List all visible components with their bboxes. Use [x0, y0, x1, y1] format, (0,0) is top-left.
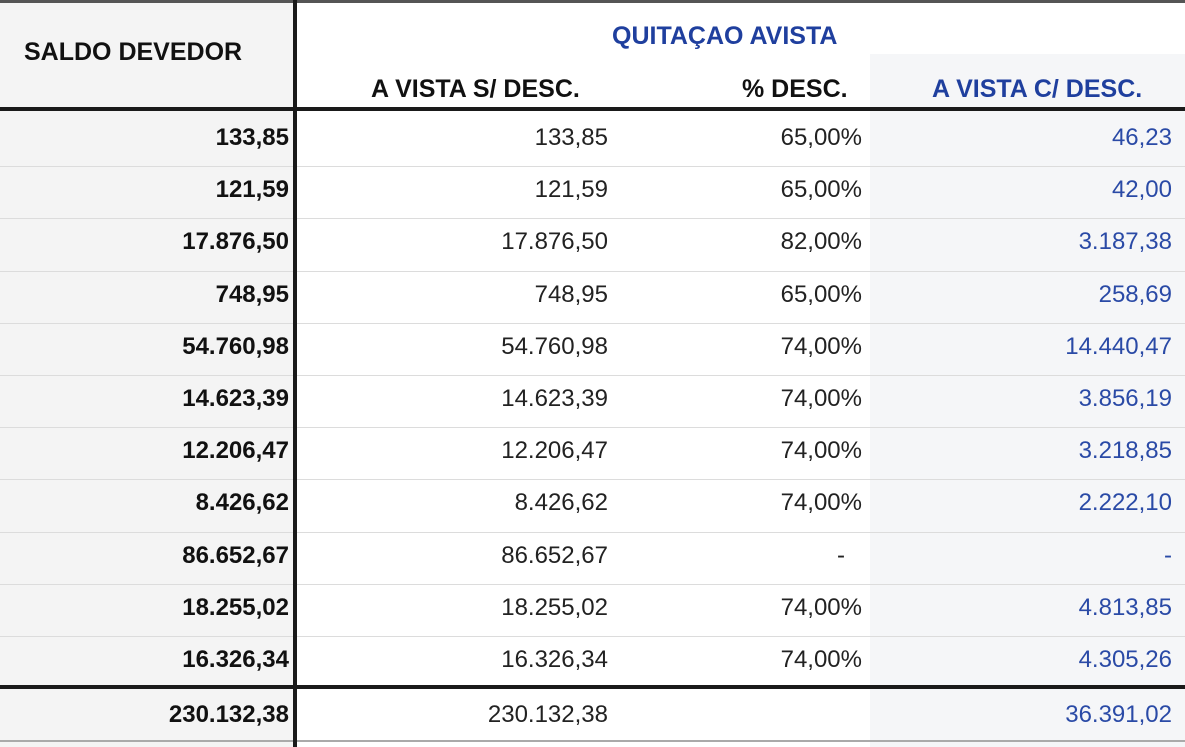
a-vista-com-desc-cell: 4.813,85 [1078, 593, 1172, 621]
row-separator [0, 166, 1185, 167]
discounted-column-background [870, 54, 1185, 747]
column-divider [293, 0, 297, 747]
header-a-vista-com-desc: A VISTA C/ DESC. [932, 75, 1143, 103]
a-vista-com-desc-cell: 3.856,19 [1078, 385, 1172, 412]
header-divider [0, 107, 1185, 111]
saldo-cell: 54.760,98 [182, 332, 289, 360]
a-vista-sem-desc-cell: 748,95 [534, 280, 608, 308]
header-pct-desc: % DESC. [742, 75, 848, 103]
pct-desc-cell: 65,00% [780, 280, 862, 308]
pct-desc-cell: 74,00% [780, 385, 862, 412]
a-vista-sem-desc-cell: 54.760,98 [501, 332, 608, 360]
pct-desc-cell: 74,00% [780, 332, 862, 360]
pct-desc-cell: 65,00% [780, 124, 862, 151]
saldo-cell: 8.426,62 [195, 489, 289, 517]
saldo-cell: 17.876,50 [182, 228, 289, 256]
row-separator [0, 218, 1185, 219]
row-separator [0, 427, 1185, 428]
row-separator [0, 323, 1185, 324]
a-vista-com-desc-cell: 14.440,47 [1065, 332, 1172, 360]
row-separator [0, 271, 1185, 272]
header-saldo-devedor: SALDO DEVEDOR [24, 38, 243, 66]
saldo-cell: 86.652,67 [182, 541, 289, 569]
a-vista-sem-desc-cell: 18.255,02 [501, 593, 608, 621]
pct-desc-cell: - [837, 541, 845, 569]
pct-desc-cell: 74,00% [780, 593, 862, 621]
a-vista-sem-desc-cell: 133,85 [534, 124, 608, 151]
saldo-cell: 121,59 [215, 176, 289, 204]
row-separator [0, 532, 1185, 533]
pct-desc-cell: 82,00% [780, 228, 862, 256]
row-separator [0, 479, 1185, 480]
a-vista-sem-desc-cell: 121,59 [534, 176, 608, 204]
total-divider [0, 685, 1185, 689]
a-vista-sem-desc-cell: 12.206,47 [501, 437, 608, 465]
a-vista-sem-desc-cell: 16.326,34 [501, 646, 608, 673]
saldo-column-background [0, 0, 293, 747]
a-vista-sem-desc-cell: 8.426,62 [514, 489, 608, 517]
a-vista-com-desc-cell: 3.187,38 [1078, 228, 1172, 256]
a-vista-sem-desc-cell: 17.876,50 [501, 228, 608, 256]
header-a-vista-sem-desc: A VISTA S/ DESC. [371, 75, 580, 103]
top-border [0, 0, 1185, 3]
pct-desc-cell: 65,00% [780, 176, 862, 204]
a-vista-com-desc-cell: 42,00 [1111, 176, 1172, 204]
saldo-cell: 12.206,47 [182, 437, 289, 465]
row-separator [0, 375, 1185, 376]
a-vista-com-desc-cell: 4.305,26 [1078, 646, 1172, 673]
total-saldo: 230.132,38 [168, 701, 289, 728]
a-vista-com-desc-cell: 3.218,85 [1078, 437, 1172, 465]
a-vista-com-desc-cell: 2.222,10 [1078, 489, 1172, 517]
pct-desc-cell: 74,00% [780, 489, 862, 517]
total-a-vista-sem-desc: 230.132,38 [487, 701, 608, 728]
a-vista-sem-desc-cell: 14.623,39 [501, 385, 608, 412]
a-vista-com-desc-cell: 46,23 [1111, 124, 1172, 151]
saldo-cell: 18.255,02 [182, 593, 289, 621]
a-vista-com-desc-cell: - [1164, 541, 1172, 569]
a-vista-sem-desc-cell: 86.652,67 [501, 541, 608, 569]
bottom-border [0, 740, 1185, 742]
row-separator [0, 636, 1185, 637]
saldo-cell: 14.623,39 [182, 385, 289, 412]
header-quitacao-avista: QUITAÇAO AVISTA [612, 22, 838, 50]
pct-desc-cell: 74,00% [780, 646, 862, 673]
row-separator [0, 584, 1185, 585]
saldo-cell: 16.326,34 [182, 646, 289, 673]
saldo-cell: 133,85 [215, 124, 289, 151]
saldo-cell: 748,95 [215, 280, 289, 308]
total-a-vista-com-desc: 36.391,02 [1065, 701, 1172, 728]
pct-desc-cell: 74,00% [780, 437, 862, 465]
a-vista-com-desc-cell: 258,69 [1098, 280, 1172, 308]
